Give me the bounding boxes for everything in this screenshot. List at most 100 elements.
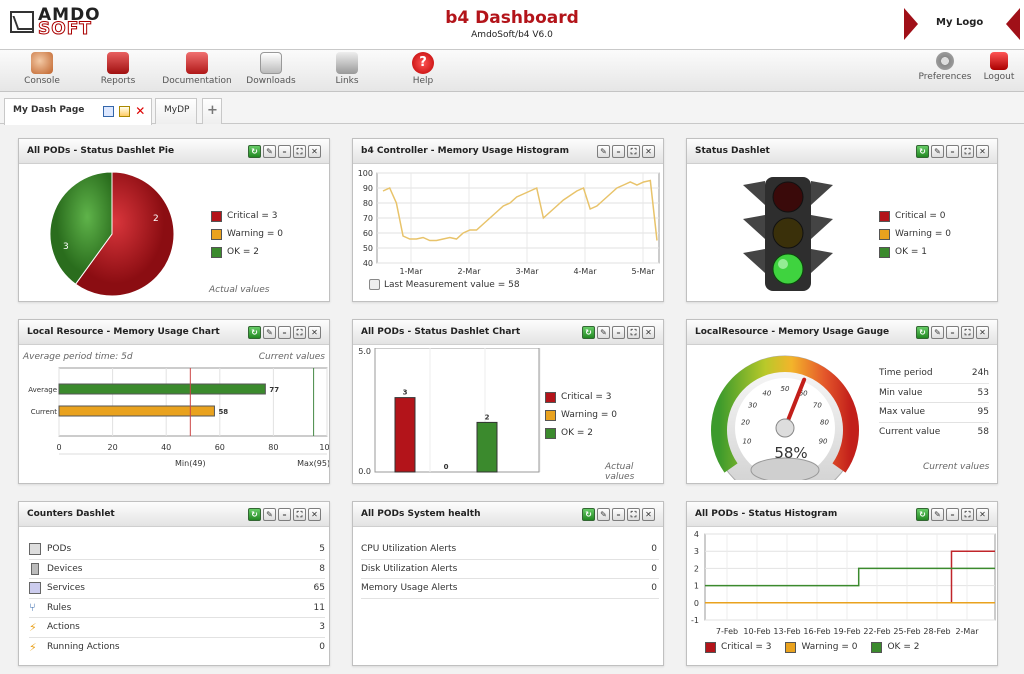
edit-icon[interactable]: ✎ [263,326,276,339]
close-icon[interactable]: ✕ [308,326,321,339]
app-header: AMDO SOFT b4 Dashboard AmdoSoft/b4 V6.0 … [0,0,1024,50]
help-icon: ? [412,52,434,74]
refresh-icon[interactable]: ↻ [248,508,261,521]
health-row-memory[interactable]: Memory Usage Alerts 0 [361,579,659,599]
edit-icon[interactable]: ✎ [931,145,944,158]
links-button[interactable]: Links [330,52,364,86]
last-measurement-checkbox[interactable]: Last Measurement value = 58 [369,279,520,290]
close-icon[interactable]: ✕ [976,508,989,521]
minimize-icon[interactable]: – [612,508,625,521]
close-icon[interactable]: ✕ [642,508,655,521]
minimize-icon[interactable]: – [946,145,959,158]
checkbox-box[interactable] [369,279,380,290]
health-row-cpu[interactable]: CPU Utilization Alerts 0 [361,540,659,560]
maximize-icon[interactable]: ⛶ [627,326,640,339]
counter-row-services[interactable]: Services 65 [29,579,325,599]
close-icon[interactable]: ✕ [976,326,989,339]
counter-value: 11 [313,602,325,613]
plot-area [704,533,996,621]
health-value: 0 [651,583,657,594]
tab-my-dash-page[interactable]: My Dash Page ✕ [4,98,152,125]
edit-icon[interactable] [119,106,131,117]
edit-icon[interactable]: ✎ [597,508,610,521]
refresh-icon[interactable]: ↻ [248,145,261,158]
x-tick-label: 10-Feb [743,627,770,636]
dashlet-title-text: All PODs - Status Dashlet Chart [361,327,521,337]
stat-label: Current value [879,427,941,438]
x-tick-label: 100 [319,443,329,452]
amdosoft-logo[interactable]: AMDO SOFT [10,7,101,38]
minimize-icon[interactable]: – [278,145,291,158]
maximize-icon[interactable]: ⛶ [293,508,306,521]
close-icon[interactable]: ✕ [135,104,146,118]
logout-button[interactable]: Logout [980,52,1018,82]
edit-icon[interactable]: ✎ [931,326,944,339]
legend-warning: Warning = 0 [785,638,857,656]
running-lightning-icon: ⚡ [29,640,37,654]
health-row-disk[interactable]: Disk Utilization Alerts 0 [361,560,659,579]
counter-row-pods[interactable]: PODs 5 [29,540,325,560]
edit-icon[interactable]: ✎ [597,326,610,339]
window-icon[interactable] [103,106,114,117]
close-icon[interactable]: ✕ [308,508,321,521]
status-step-chart: 4 3 2 1 0 -1 7-Feb 10-Feb 13-Feb 16-Feb 19-Feb 22-F… [691,530,996,636]
refresh-icon[interactable]: ↻ [916,145,929,158]
minimize-icon[interactable]: – [278,326,291,339]
my-logo[interactable]: My Logo [936,17,984,28]
counter-row-actions[interactable]: ⚡ Actions 3 [29,618,325,638]
edit-icon[interactable]: ✎ [263,145,276,158]
refresh-icon[interactable]: ↻ [248,326,261,339]
dashlet-memory-gauge: LocalResource - Memory Usage Gauge ↻ ✎ – ⛶ ✕… [686,319,998,484]
refresh-icon[interactable]: ↻ [916,508,929,521]
dashlet-title: All PODs System health ↻ ✎ – ⛶ ✕ [353,502,663,527]
edit-icon[interactable]: ✎ [597,145,610,158]
tab-mydp[interactable]: MyDP [155,98,197,124]
edit-icon[interactable]: ✎ [263,508,276,521]
edit-icon[interactable]: ✎ [931,508,944,521]
maximize-icon[interactable]: ⛶ [293,326,306,339]
y-tick-label: 1 [694,582,699,591]
minimize-icon[interactable]: – [946,326,959,339]
minimize-icon[interactable]: – [946,508,959,521]
maximize-icon[interactable]: ⛶ [961,145,974,158]
x-tick-label: 60 [215,443,225,452]
minimize-icon[interactable]: – [612,145,625,158]
x-tick-label: 16-Feb [803,627,830,636]
reports-button[interactable]: Reports [98,52,138,86]
minimize-icon[interactable]: – [278,508,291,521]
counter-row-devices[interactable]: Devices 8 [29,560,325,579]
counter-label: PODs [47,544,72,555]
x-tick-label: 0 [56,443,61,452]
preferences-button[interactable]: Preferences [916,52,974,82]
maximize-icon[interactable]: ⛶ [961,326,974,339]
current-values-note: Current values [923,462,990,472]
counter-label: Actions [47,622,80,633]
close-icon[interactable]: ✕ [642,326,655,339]
add-tab-button[interactable]: + [202,98,222,124]
plus-icon: + [207,103,218,118]
downloads-button[interactable]: Downloads [244,52,298,86]
refresh-icon[interactable]: ↻ [582,326,595,339]
gauge-hub [775,418,795,438]
close-icon[interactable]: ✕ [976,145,989,158]
refresh-icon[interactable]: ↻ [916,326,929,339]
counter-row-rules[interactable]: ⑂ Rules 11 [29,599,325,618]
dashlet-title: Status Dashlet ↻ ✎ – ⛶ ✕ [687,139,997,164]
help-button[interactable]: ? Help [406,52,440,86]
maximize-icon[interactable]: ⛶ [293,145,306,158]
maximize-icon[interactable]: ⛶ [627,508,640,521]
documentation-button[interactable]: Documentation [160,52,234,86]
counter-row-running-actions[interactable]: ⚡ Running Actions 0 [29,638,325,658]
dashlet-title: LocalResource - Memory Usage Gauge ↻ ✎ – ⛶ ✕ [687,320,997,345]
links-icon [336,52,358,74]
maximize-icon[interactable]: ⛶ [627,145,640,158]
close-icon[interactable]: ✕ [308,145,321,158]
current-values-label: Current values [258,352,325,362]
console-button[interactable]: Console [22,52,62,86]
legend-critical: Critical = 3 [211,207,283,225]
maximize-icon[interactable]: ⛶ [961,508,974,521]
minimize-icon[interactable]: – [612,326,625,339]
close-icon[interactable]: ✕ [642,145,655,158]
refresh-icon[interactable]: ↻ [582,508,595,521]
arrow-right-icon [904,8,918,40]
